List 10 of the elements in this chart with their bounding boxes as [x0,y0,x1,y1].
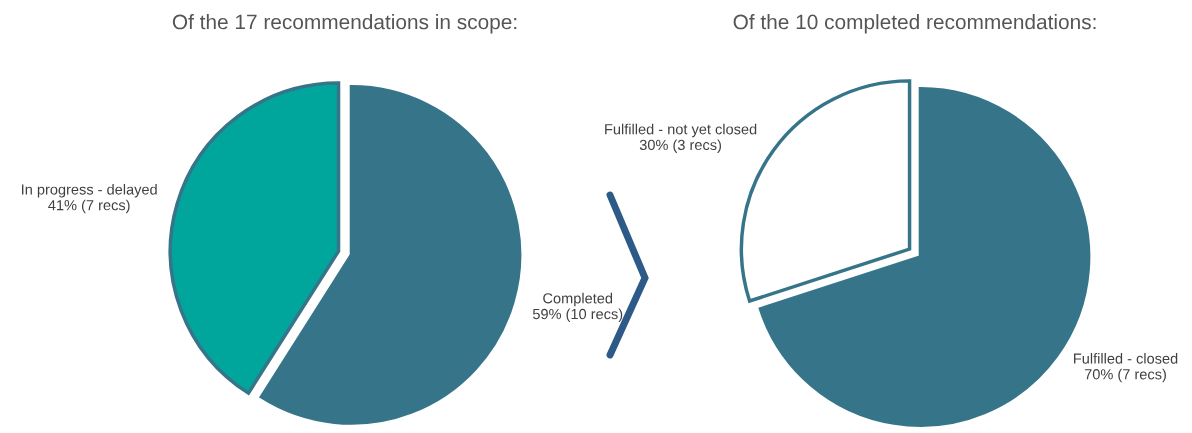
data-label: 41% (7 recs) [48,199,130,214]
chart-title: Of the 17 recommendations in scope: [172,14,517,34]
data-label: 70% (7 recs) [1084,368,1166,383]
chart-title: Of the 10 completed recommendations: [733,14,1096,34]
data-label: 30% (3 recs) [639,139,721,153]
slice-label: Fulfilled - not yet closed [605,123,757,138]
slice-label: In progress - delayed [22,183,157,198]
slice-label: Completed [543,292,613,307]
slice-label: Fulfilled - closed [1074,353,1178,364]
data-label: 59% (10 recs) [532,308,623,323]
